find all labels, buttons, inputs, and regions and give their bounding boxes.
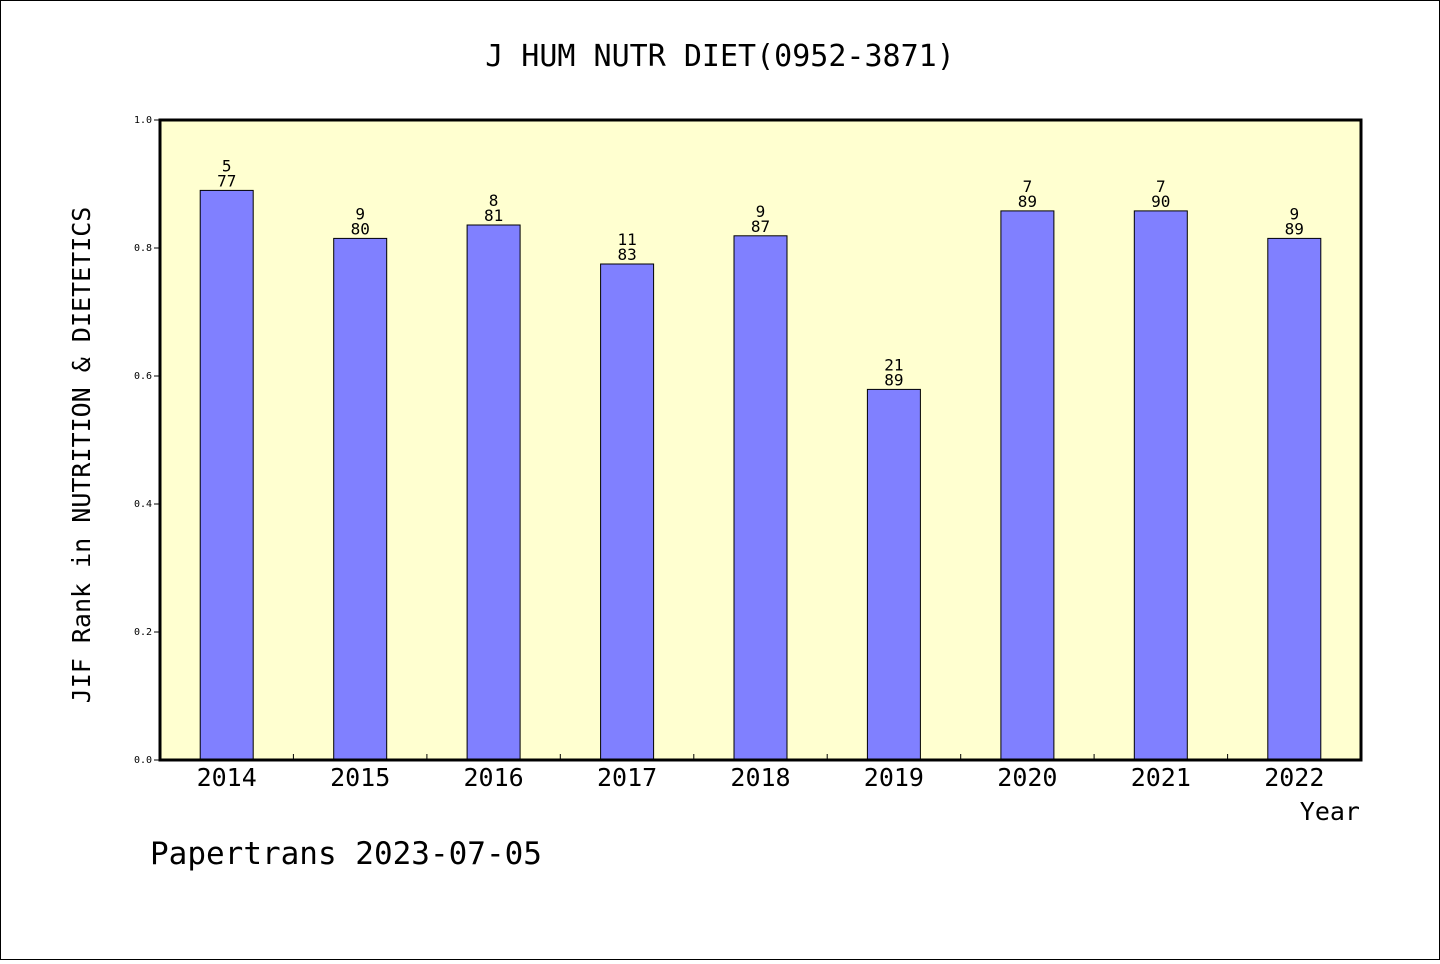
x-tick-label: 2019 (864, 763, 924, 792)
x-tick-label: 2014 (197, 763, 257, 792)
x-axis-label: Year (1300, 797, 1360, 826)
bar-rank-label: 8 (489, 191, 499, 210)
y-tick-label: 1.0 (134, 115, 152, 126)
bar-rank-label: 9 (1289, 204, 1299, 223)
bar-rank-label: 9 (756, 202, 766, 221)
footer-credit: Papertrans 2023-07-05 (150, 836, 542, 872)
bar-total-label: 83 (617, 245, 636, 264)
bar-rank-label: 7 (1023, 177, 1033, 196)
y-axis-label: JIF Rank in NUTRITION & DIETETICS (67, 207, 96, 704)
x-tick-label: 2016 (463, 763, 523, 792)
bar-total-label: 89 (884, 370, 903, 389)
x-tick-label: 2017 (597, 763, 657, 792)
bar-total-label: 81 (484, 206, 503, 225)
bar-total-label: 89 (1018, 192, 1037, 211)
bar-2022 (1267, 237, 1322, 761)
x-axis: 2014 2015 2016 2017 2018 2019 2020 2021 2022 (197, 754, 1324, 792)
bar-rank-label: 11 (617, 230, 636, 249)
plot-frame (158, 118, 1363, 762)
bar-rank-label: 5 (222, 156, 232, 175)
bar-2017 (600, 263, 655, 761)
x-tick-label: 2018 (730, 763, 790, 792)
x-tick-label: 2015 (330, 763, 390, 792)
y-tick-label: 0.4 (134, 499, 152, 510)
bar-total-label: 77 (217, 171, 236, 190)
bar-2020 (1000, 210, 1055, 761)
bar-total-label: 80 (351, 219, 370, 238)
bar-2018 (733, 235, 788, 761)
y-tick-label: 0.0 (134, 755, 152, 766)
bar-2014 (199, 189, 254, 761)
x-tick-label: 2021 (1131, 763, 1191, 792)
bar-2015 (333, 237, 388, 761)
bar-rank-label: 21 (884, 355, 903, 374)
bar-total-label: 90 (1151, 192, 1170, 211)
y-tick-label: 0.2 (134, 627, 152, 638)
bar-total-label: 89 (1285, 219, 1304, 238)
y-tick-label: 0.6 (134, 371, 152, 382)
x-tick-label: 2022 (1264, 763, 1324, 792)
bar-2016 (466, 224, 521, 761)
bar-2021 (1133, 210, 1188, 761)
y-tick-label: 0.8 (134, 243, 152, 254)
bar-rank-label: 9 (355, 204, 365, 223)
x-tick-label: 2020 (997, 763, 1057, 792)
chart-title: J HUM NUTR DIET(0952-3871) (485, 39, 955, 74)
bar-2019 (866, 388, 921, 761)
bar-total-label: 87 (751, 217, 770, 236)
bar-rank-label: 7 (1156, 177, 1166, 196)
